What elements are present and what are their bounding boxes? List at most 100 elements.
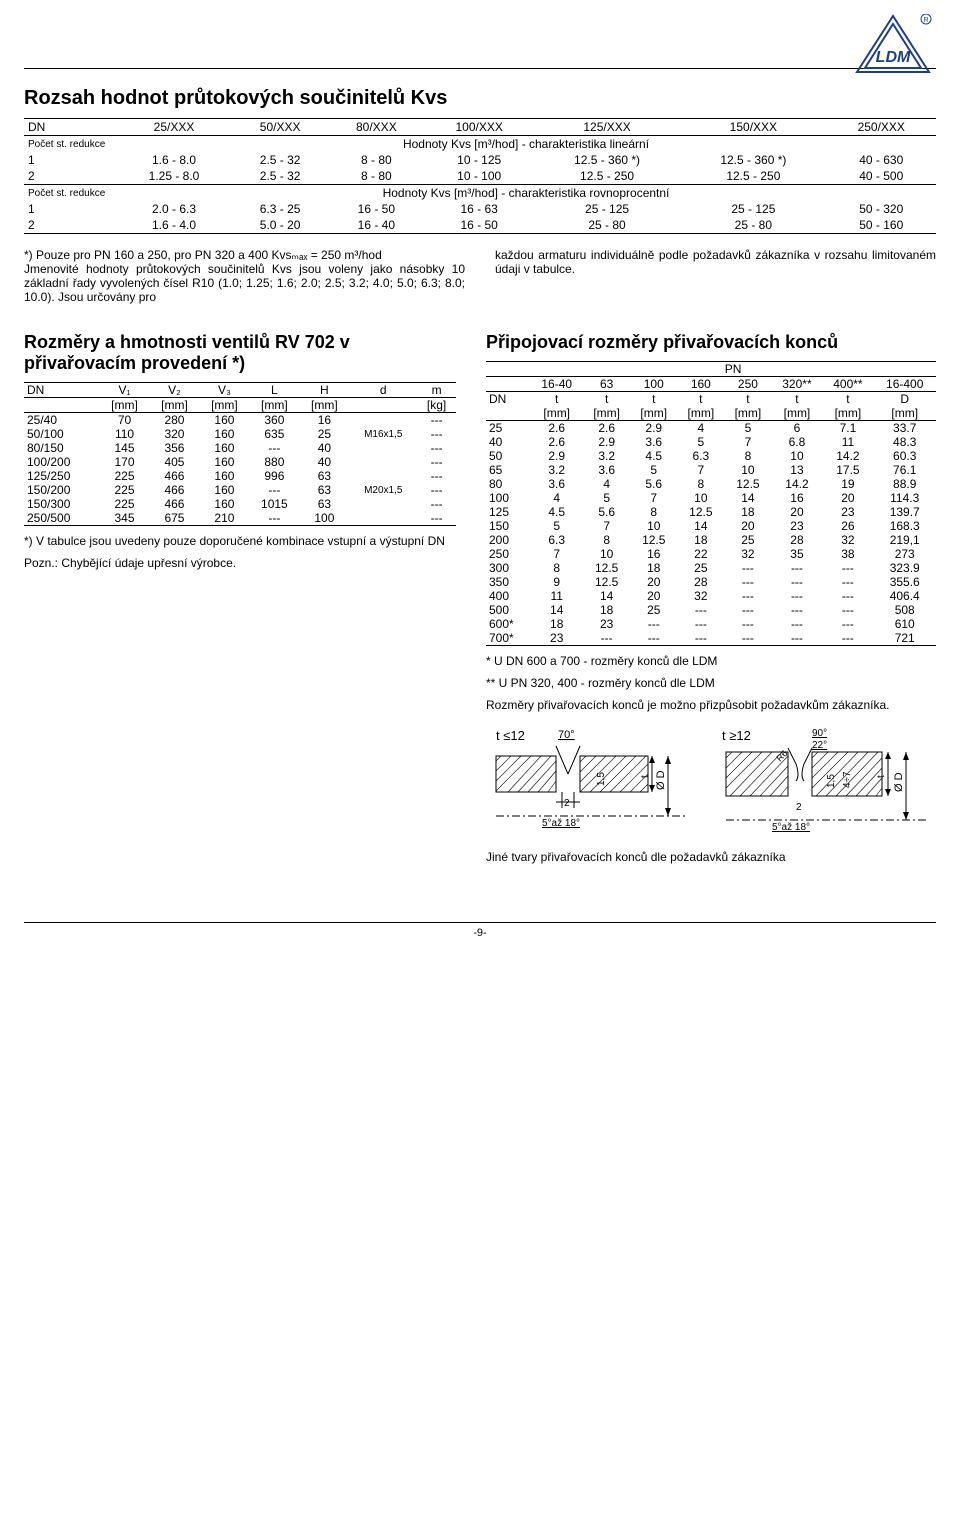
pn-cell: 2.6 xyxy=(530,435,583,449)
ldm-logo: LDM R xyxy=(854,14,932,76)
weld-diagram-1: t ≤12 70° 2 xyxy=(486,726,696,836)
pn-top: PN xyxy=(530,362,936,377)
pn-cell: 2.9 xyxy=(530,449,583,463)
pn-cell: 20 xyxy=(630,575,677,589)
dims-cell xyxy=(349,511,417,526)
dims-unit xyxy=(349,398,417,413)
kvs-cell: 2.0 - 6.3 xyxy=(116,201,232,217)
pn-h: 400** xyxy=(822,377,873,392)
dims-cell: 466 xyxy=(149,483,199,497)
pn-cell: 8 xyxy=(724,449,771,463)
kvs-cell: 1 xyxy=(24,152,116,168)
dims-h: d xyxy=(349,383,417,398)
pn-cell: 5 xyxy=(630,463,677,477)
kvs-cell: 8 - 80 xyxy=(328,152,424,168)
pn-cell: 4.5 xyxy=(530,505,583,519)
dims-cell: 160 xyxy=(199,413,249,428)
page-number: -9- xyxy=(24,922,936,939)
pn-note3: Rozměry přivařovacích konců je možno při… xyxy=(486,698,936,712)
pn-cell: 7 xyxy=(630,491,677,505)
dims-cell: 225 xyxy=(100,497,150,511)
pn-cell: --- xyxy=(724,631,771,646)
pn-cell: 5.6 xyxy=(583,505,630,519)
pn-unit: [mm] xyxy=(630,406,677,421)
dims-unit: [kg] xyxy=(417,398,456,413)
dims-unit: [mm] xyxy=(199,398,249,413)
kvs-footnote-right: každou armaturu individuálně podle požad… xyxy=(495,248,936,304)
dims-cell: 466 xyxy=(149,497,199,511)
pn-h: 16-40 xyxy=(530,377,583,392)
pn-cell: 11 xyxy=(822,435,873,449)
kvs-cell: 25 - 125 xyxy=(534,201,680,217)
dims-cell: --- xyxy=(417,469,456,483)
pn-h: 250 xyxy=(724,377,771,392)
pn-cell: 12.5 xyxy=(630,533,677,547)
pn-h2: D xyxy=(873,392,936,407)
pn-cell: 300 xyxy=(486,561,530,575)
kvs-cell: 40 - 500 xyxy=(827,168,936,185)
dims-cell: 100 xyxy=(299,511,349,526)
pn-cell: 12.5 xyxy=(583,561,630,575)
dims-cell: 16 xyxy=(299,413,349,428)
pn-h: 160 xyxy=(677,377,724,392)
svg-text:R6: R6 xyxy=(774,748,789,763)
pn-h2: DN xyxy=(486,392,530,407)
pn-cell: 26 xyxy=(822,519,873,533)
pn-cell: 7 xyxy=(677,463,724,477)
kvs-h: 250/XXX xyxy=(827,119,936,136)
pn-unit: [mm] xyxy=(873,406,936,421)
pn-cell: 25 xyxy=(486,421,530,436)
pn-cell: 168.3 xyxy=(873,519,936,533)
pn-cell: 5 xyxy=(677,435,724,449)
pn-cell: --- xyxy=(771,589,822,603)
dims-cell: 80/150 xyxy=(24,441,100,455)
pn-cell: 6.3 xyxy=(677,449,724,463)
pn-cell: 610 xyxy=(873,617,936,631)
pn-cell: --- xyxy=(724,561,771,575)
pn-cell: 14 xyxy=(724,491,771,505)
pn-cell: 5 xyxy=(583,491,630,505)
kvs-cell: 6.3 - 25 xyxy=(232,201,328,217)
pn-cell: 7 xyxy=(583,519,630,533)
dims-cell: 405 xyxy=(149,455,199,469)
kvs-h: 125/XXX xyxy=(534,119,680,136)
pn-cell: 6 xyxy=(771,421,822,436)
kvs-cell: 12.5 - 250 xyxy=(680,168,826,185)
pn-cell: 3.6 xyxy=(530,477,583,491)
pn-cell: 14 xyxy=(530,603,583,617)
kvs-cell: 2 xyxy=(24,217,116,234)
weld-diagrams: t ≤12 70° 2 xyxy=(486,726,936,836)
pn-cell: 80 xyxy=(486,477,530,491)
dims-unit xyxy=(24,398,100,413)
svg-text:1,5: 1,5 xyxy=(596,772,607,786)
svg-text:4÷7: 4÷7 xyxy=(842,771,853,788)
pn-cell: 406.4 xyxy=(873,589,936,603)
pn-cell: 28 xyxy=(677,575,724,589)
pn-note2: ** U PN 320, 400 - rozměry konců dle LDM xyxy=(486,676,936,690)
kvs-cell: 25 - 80 xyxy=(680,217,826,234)
dims-cell xyxy=(349,497,417,511)
kvs-cell: 1.6 - 4.0 xyxy=(116,217,232,234)
pn-cell: 3.2 xyxy=(530,463,583,477)
dims-cell: 145 xyxy=(100,441,150,455)
dims-cell: --- xyxy=(417,413,456,428)
weld-diagram-2: t ≥12 90° 22° R6 2 1, xyxy=(716,726,936,836)
pn-h2: t xyxy=(630,392,677,407)
pn-cell: 7 xyxy=(530,547,583,561)
svg-text:t: t xyxy=(876,775,887,778)
dims-cell: --- xyxy=(249,483,299,497)
pn-cell: 3.6 xyxy=(630,435,677,449)
pn-cell: --- xyxy=(724,575,771,589)
dims-cell: 280 xyxy=(149,413,199,428)
dims-cell: 25 xyxy=(299,427,349,441)
dims-cell: 160 xyxy=(199,441,249,455)
svg-text:5°až 18°: 5°až 18° xyxy=(542,818,580,829)
svg-text:t: t xyxy=(640,775,651,778)
dims-cell: 225 xyxy=(100,483,150,497)
dims-cell: 320 xyxy=(149,427,199,441)
pn-h2: t xyxy=(724,392,771,407)
kvs-cell: 8 - 80 xyxy=(328,168,424,185)
dims-cell xyxy=(349,441,417,455)
kvs-cell: 12.5 - 360 *) xyxy=(534,152,680,168)
kvs-cell: 16 - 50 xyxy=(328,201,424,217)
